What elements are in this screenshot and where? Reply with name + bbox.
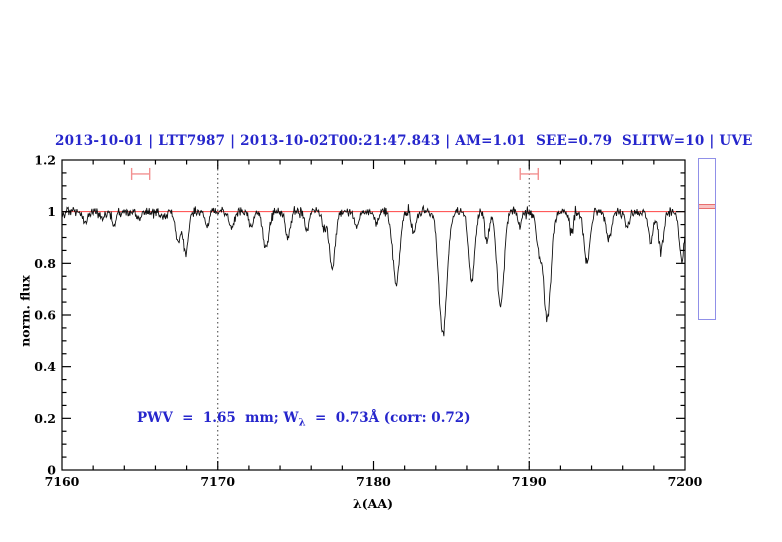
pwv-annotation-text: PWV = 1.65 mm; W xyxy=(137,410,299,426)
pwv-annotation: PWV = 1.65 mm; Wλ = 0.73Å (corr: 0.72) xyxy=(137,410,471,429)
axis-tick-labels: 7160 7170 7180 7190 7200 0 0.2 0.4 0.6 0.8 1 1.2 xyxy=(34,153,702,490)
spectrum-trace xyxy=(62,204,685,337)
range-marker-1 xyxy=(519,167,539,180)
y-tick-label-0.8: 0.8 xyxy=(34,256,56,271)
x-tick-label-7180: 7180 xyxy=(356,474,391,489)
y-tick-label-1.2: 1.2 xyxy=(34,153,56,168)
side-gauge-marker xyxy=(699,204,715,209)
y-tick-label-0.4: 0.4 xyxy=(34,359,56,374)
axis-ticks xyxy=(62,160,685,470)
x-tick-label-7200: 7200 xyxy=(668,474,703,489)
x-tick-label-7170: 7170 xyxy=(200,474,235,489)
x-axis-title: λ(AA) xyxy=(353,496,393,511)
y-tick-label-1: 1 xyxy=(47,204,56,219)
y-tick-label-0.6: 0.6 xyxy=(34,308,56,323)
x-tick-label-7190: 7190 xyxy=(512,474,547,489)
y-tick-label-0.2: 0.2 xyxy=(34,411,56,426)
x-tick-label-7160: 7160 xyxy=(45,474,80,489)
side-gauge xyxy=(698,158,716,320)
y-tick-label-0: 0 xyxy=(47,463,56,478)
pwv-annotation-text-2: = 0.73Å (corr: 0.72) xyxy=(305,410,471,426)
lambda-subscript: λ xyxy=(298,417,306,429)
range-marker-0 xyxy=(130,167,151,180)
